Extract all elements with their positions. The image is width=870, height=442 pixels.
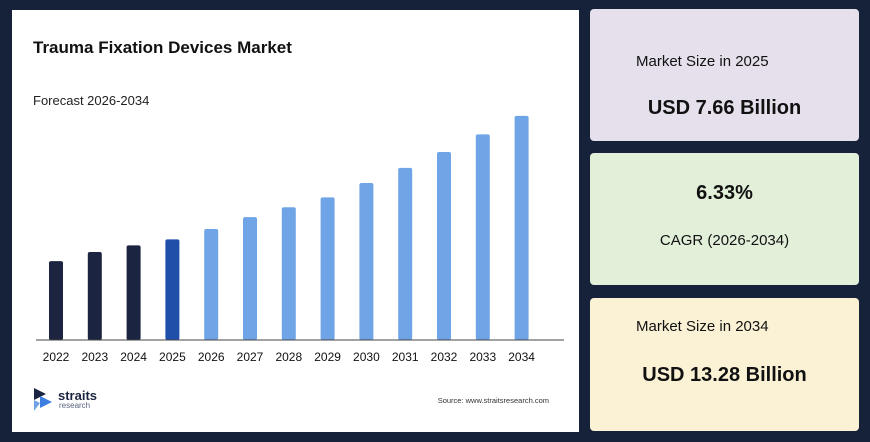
brand-logo: straits research: [32, 386, 97, 412]
straits-logo-icon: [34, 388, 52, 411]
bar-2026: [204, 228, 219, 340]
x-tick-label: 2034: [508, 350, 535, 364]
chart-title: Trauma Fixation Devices Market: [33, 38, 292, 57]
x-tick-label: 2029: [314, 350, 341, 364]
source-note: Source: www.straitsresearch.com: [437, 396, 549, 405]
cagr-label: CAGR (2026-2034): [659, 232, 790, 249]
x-tick-label: 2028: [275, 350, 302, 364]
bar-2034: [514, 115, 529, 341]
market-size-2025-label: Market Size in 2025: [636, 53, 769, 70]
x-tick-label: 2031: [392, 350, 419, 364]
x-tick-label: 2023: [81, 350, 108, 364]
cagr-card: 6.33% CAGR (2026-2034): [590, 153, 859, 285]
bar-chart: 2022 2023 2024 2025 2026 2027 2028 2029 2030 2031…: [36, 115, 564, 364]
x-tick-label: 2033: [469, 350, 496, 364]
logo-subtext: research: [59, 400, 91, 410]
bar-2029: [320, 197, 335, 340]
market-size-2034-label: Market Size in 2034: [636, 318, 769, 335]
x-tick-label: 2032: [431, 350, 458, 364]
bar-2028: [281, 207, 296, 340]
market-size-2025-value: USD 7.66 Billion: [647, 97, 802, 119]
x-tick-label: 2027: [237, 350, 264, 364]
logo-name: straits: [58, 387, 98, 403]
bar-2030: [359, 182, 374, 340]
x-tick-label: 2025: [159, 350, 186, 364]
x-tick-label: 2022: [43, 350, 70, 364]
chart-card: Trauma Fixation Devices Market Forecast …: [12, 10, 579, 432]
bar-2025: [165, 239, 180, 340]
market-size-2025-card: Market Size in 2025 USD 7.66 Billion: [590, 9, 859, 141]
x-tick-label: 2026: [198, 350, 225, 364]
x-tick-label: 2024: [120, 350, 147, 364]
bar-2033: [475, 134, 490, 340]
bar-2023: [87, 251, 102, 340]
chart-subtitle: Forecast 2026-2034: [33, 93, 150, 108]
bar-2024: [126, 245, 141, 340]
market-size-2034-value: USD 13.28 Billion: [642, 364, 807, 386]
x-tick-label: 2030: [353, 350, 380, 364]
bar-2032: [437, 152, 451, 340]
bar-2022: [49, 261, 63, 340]
cagr-value: 6.33%: [696, 182, 753, 204]
bar-2031: [398, 167, 413, 340]
market-size-2034-card: Market Size in 2034 USD 13.28 Billion: [590, 298, 859, 431]
bar-2027: [243, 217, 257, 340]
